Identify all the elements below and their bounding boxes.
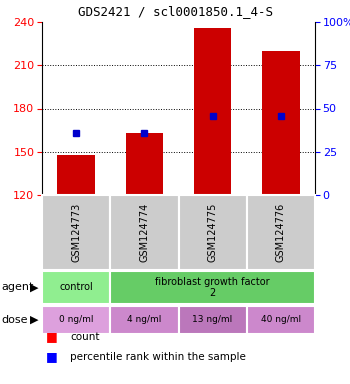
- Text: control: control: [59, 283, 93, 293]
- Text: count: count: [70, 332, 99, 342]
- Bar: [110, 271, 315, 304]
- Text: 40 ng/ml: 40 ng/ml: [261, 316, 301, 324]
- Bar: [194, 28, 231, 195]
- Text: dose: dose: [2, 315, 28, 325]
- Text: percentile rank within the sample: percentile rank within the sample: [70, 352, 246, 362]
- Text: GDS2421 / scl0001850.1_4-S: GDS2421 / scl0001850.1_4-S: [77, 5, 273, 18]
- Text: ■: ■: [46, 351, 57, 364]
- Text: 4 ng/ml: 4 ng/ml: [127, 316, 162, 324]
- Bar: [262, 51, 300, 195]
- Bar: [126, 133, 163, 195]
- Text: ■: ■: [46, 331, 57, 344]
- Text: ▶: ▶: [30, 283, 38, 293]
- Text: ▶: ▶: [30, 315, 38, 325]
- Bar: [178, 195, 247, 270]
- Text: 0 ng/ml: 0 ng/ml: [59, 316, 93, 324]
- Text: 13 ng/ml: 13 ng/ml: [193, 316, 233, 324]
- Text: fibroblast growth factor
2: fibroblast growth factor 2: [155, 277, 270, 298]
- Bar: [42, 306, 110, 334]
- Bar: [178, 306, 247, 334]
- Bar: [110, 195, 178, 270]
- Bar: [42, 195, 110, 270]
- Text: GSM124773: GSM124773: [71, 203, 81, 262]
- Bar: [42, 271, 110, 304]
- Text: GSM124774: GSM124774: [139, 203, 149, 262]
- Bar: [110, 306, 178, 334]
- Bar: [247, 195, 315, 270]
- Text: GSM124776: GSM124776: [276, 203, 286, 262]
- Text: agent: agent: [2, 283, 34, 293]
- Bar: [247, 306, 315, 334]
- Bar: [57, 155, 95, 195]
- Text: GSM124775: GSM124775: [208, 203, 218, 262]
